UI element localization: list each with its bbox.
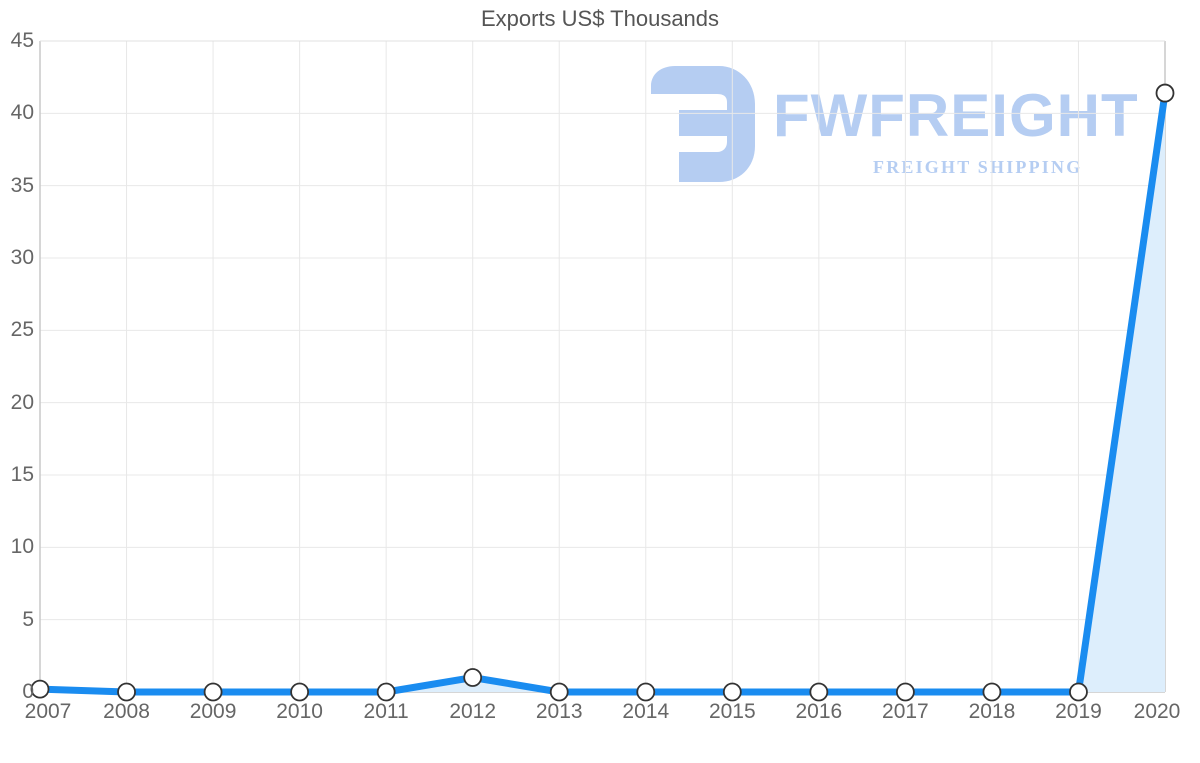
x-tick-label-2007: 2007: [24, 700, 72, 723]
series-area-fill: [40, 93, 1165, 692]
x-tick-label-2013: 2013: [535, 700, 583, 723]
y-tick-label-5: 5: [22, 607, 34, 631]
series-line: [36, 89, 1169, 696]
data-point-2007[interactable]: [30, 679, 50, 699]
x-tick-label-2020: 2020: [1133, 700, 1181, 723]
series-exports: [30, 83, 1175, 702]
data-point-2012[interactable]: [463, 668, 483, 687]
data-point-2011[interactable]: [376, 682, 396, 702]
x-tick-label-2010: 2010: [276, 700, 323, 723]
data-point-2009[interactable]: [203, 682, 223, 702]
y-tick-label-0: 0: [22, 680, 34, 703]
x-tick-label-2015: 2015: [708, 700, 756, 723]
data-point-2017[interactable]: [895, 682, 915, 702]
data-point-2019[interactable]: [1069, 682, 1088, 702]
y-tick-label-10: 10: [10, 535, 34, 559]
data-point-2018[interactable]: [982, 682, 1002, 702]
y-tick-label-45: 45: [10, 29, 34, 52]
y-tick-label-15: 15: [10, 463, 34, 486]
data-point-2016[interactable]: [809, 682, 829, 702]
x-tick-label-2014: 2014: [622, 700, 670, 723]
chart-title: Exports US$ Thousands: [480, 6, 720, 31]
x-tick-label-2012: 2012: [449, 700, 497, 723]
x-tick-label-2016: 2016: [795, 700, 843, 723]
data-point-2010[interactable]: [290, 682, 310, 702]
x-tick-label-2009: 2009: [189, 700, 237, 723]
data-point-2014[interactable]: [636, 682, 656, 702]
data-point-2015[interactable]: [722, 682, 742, 702]
y-tick-label-35: 35: [10, 173, 34, 197]
x-tick-label-2019: 2019: [1055, 700, 1102, 723]
x-tick-label-2017: 2017: [882, 700, 929, 723]
y-tick-label-20: 20: [10, 390, 34, 414]
data-point-2020[interactable]: [1155, 83, 1175, 103]
data-point-2013[interactable]: [549, 682, 569, 702]
x-tick-label-2008: 2008: [103, 700, 150, 723]
series-markers[interactable]: [30, 83, 1175, 702]
x-tick-label-2011: 2011: [363, 700, 409, 723]
plot-area: [30, 40, 1175, 702]
y-tick-label-40: 40: [10, 101, 34, 125]
x-tick-label-2018: 2018: [968, 700, 1016, 723]
data-point-2008[interactable]: [117, 682, 136, 702]
y-tick-label-30: 30: [10, 246, 34, 269]
y-tick-label-25: 25: [10, 318, 34, 342]
